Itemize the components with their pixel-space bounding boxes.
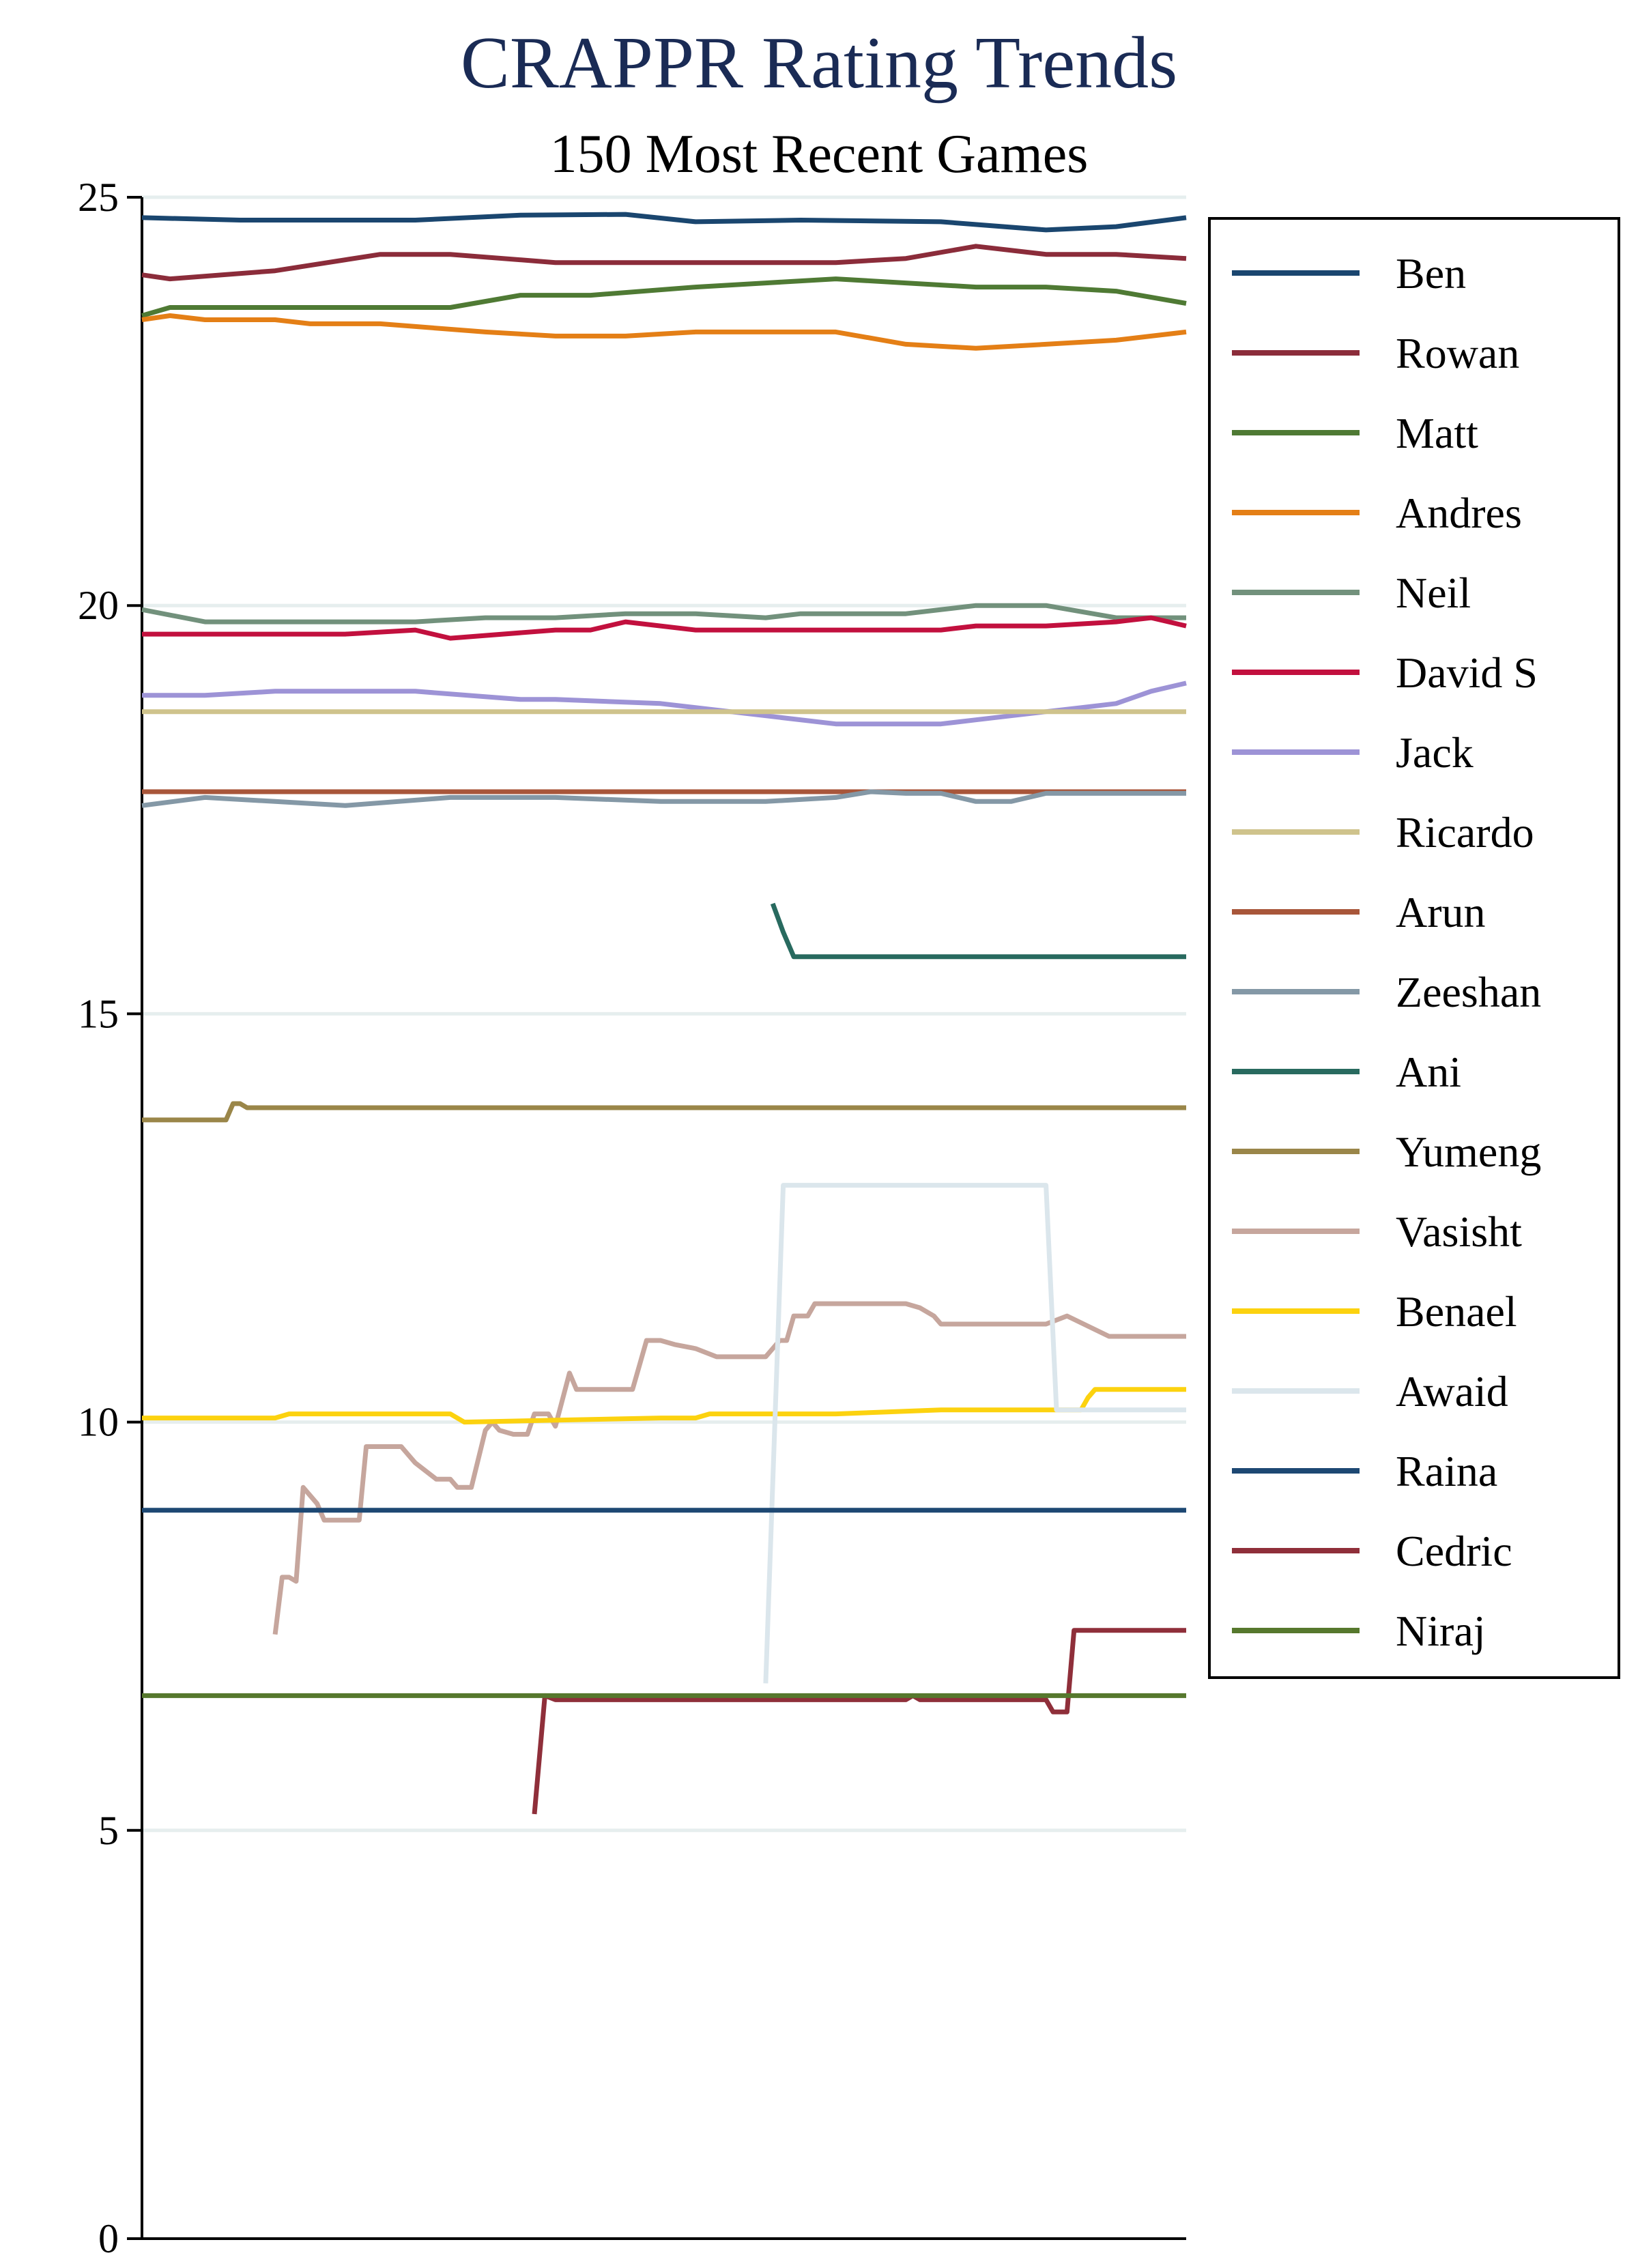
- legend-label-neil: Neil: [1396, 569, 1471, 617]
- series-line-ben: [141, 212, 1187, 233]
- legend-label-ben: Ben: [1396, 249, 1466, 298]
- series-line-awaid: [763, 1183, 1186, 1684]
- legend-label-yumeng: Yumeng: [1396, 1128, 1541, 1176]
- series-line-andres: [141, 313, 1187, 351]
- legend-label-zeeshan: Zeeshan: [1396, 968, 1541, 1016]
- legend-box: [1208, 217, 1620, 1679]
- legend-label-rowan: Rowan: [1396, 329, 1519, 377]
- series-line-yumeng: [142, 1101, 1186, 1123]
- series-line-matt: [141, 276, 1187, 318]
- legend-label-niraj: Niraj: [1396, 1607, 1486, 1655]
- legend-label-andres: Andres: [1396, 489, 1522, 537]
- chart-title: CRAPPR Rating Trends: [461, 23, 1177, 104]
- legend-label-benael: Benael: [1396, 1287, 1517, 1336]
- y-axis: 0 5 10 15 20 25: [78, 175, 1186, 2261]
- legend-label-jack: Jack: [1396, 728, 1474, 777]
- series-line-vasisht: [272, 1301, 1186, 1635]
- legend-label-vasisht: Vasisht: [1396, 1207, 1522, 1256]
- series-line-cedric: [532, 1628, 1186, 1815]
- y-tick-label: 20: [78, 583, 119, 628]
- series-line-david-s: [142, 615, 1187, 641]
- chart-subtitle: 150 Most Recent Games: [550, 124, 1089, 184]
- legend-label-ani: Ani: [1396, 1048, 1461, 1096]
- y-tick-label: 10: [78, 1400, 119, 1445]
- y-tick-label: 0: [98, 2216, 119, 2261]
- series-line-rowan: [141, 244, 1187, 282]
- legend-label-raina: Raina: [1396, 1447, 1497, 1495]
- legend-label-cedric: Cedric: [1396, 1527, 1512, 1575]
- legend-label-david-s: David S: [1396, 648, 1538, 697]
- series-line-ani: [770, 902, 1186, 960]
- grid-lines: [142, 195, 1186, 1833]
- y-tick-label: 5: [98, 1808, 119, 1853]
- y-tick-label: 25: [78, 175, 119, 220]
- legend: Ben Rowan Matt Andres Neil David S Jack Ricardo…: [1208, 217, 1620, 1679]
- series-line-jack: [142, 680, 1187, 727]
- y-tick-label: 15: [78, 991, 119, 1036]
- series-line-zeeshan: [141, 789, 1186, 808]
- legend-label-arun: Arun: [1396, 888, 1486, 936]
- legend-label-matt: Matt: [1396, 409, 1478, 457]
- series-line-neil: [141, 603, 1186, 625]
- series-line-benael: [142, 1387, 1186, 1425]
- legend-label-awaid: Awaid: [1396, 1367, 1508, 1416]
- legend-label-ricardo: Ricardo: [1396, 808, 1534, 857]
- plot-area: [141, 212, 1187, 1815]
